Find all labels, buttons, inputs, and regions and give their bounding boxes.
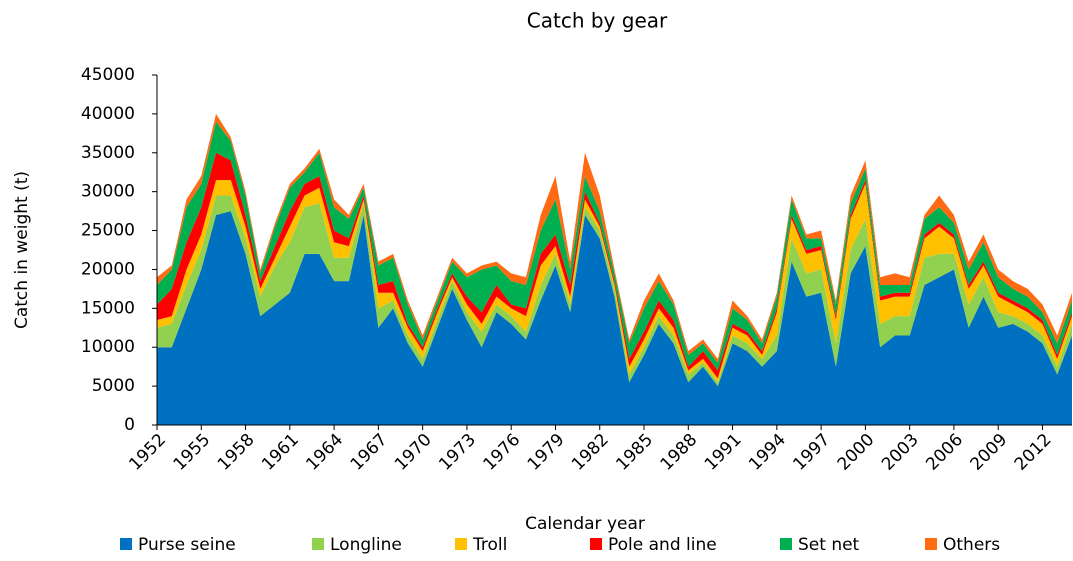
y-tick-label: 0 [124,415,135,435]
y-tick-label: 10000 [81,337,135,357]
legend-label: Set net [798,535,860,555]
x-tick-label: 2012 [1011,430,1056,475]
legend-swatch [780,538,792,550]
area [157,211,1072,425]
legend-label: Troll [472,535,507,555]
legend-swatch [925,538,937,550]
x-tick-label: 2006 [922,430,967,475]
legend-swatch [455,538,467,550]
y-tick-label: 30000 [81,182,135,202]
y-tick-label: 40000 [81,104,135,124]
y-tick-label: 45000 [81,65,135,85]
x-tick-label: 1967 [347,430,392,475]
chart-title: Catch by gear [527,9,668,33]
legend-label: Others [943,535,1000,555]
legend-label: Longline [330,535,402,555]
legend-swatch [590,538,602,550]
legend-swatch [120,538,132,550]
x-tick-label: 1979 [524,430,569,475]
y-tick-label: 25000 [81,221,135,241]
y-tick-label: 20000 [81,259,135,279]
area [157,195,1072,387]
x-tick-label: 1994 [745,430,790,475]
x-tick-label: 1985 [612,430,657,475]
x-tick-label: 2009 [967,430,1012,475]
x-tick-label: 1970 [391,430,436,475]
x-tick-label: 1964 [302,430,347,475]
x-tick-label: 1955 [170,430,215,475]
y-tick-label: 5000 [92,376,135,396]
x-tick-label: 1976 [480,430,525,475]
x-tick-label: 1952 [125,430,170,475]
x-tick-label: 1991 [701,430,746,475]
x-tick-label: 2003 [878,430,923,475]
legend-label: Pole and line [608,535,717,555]
x-tick-label: 2000 [834,430,879,475]
x-tick-label: 1973 [435,430,480,475]
legend-label: Purse seine [138,535,236,555]
legend-swatch [312,538,324,550]
y-tick-label: 15000 [81,298,135,318]
x-axis-label: Calendar year [525,514,645,534]
x-tick-label: 1958 [214,430,259,475]
x-tick-label: 1988 [657,430,702,475]
y-tick-label: 35000 [81,143,135,163]
x-tick-label: 1961 [258,430,303,475]
x-tick-label: 1997 [789,430,834,475]
x-tick-label: 1982 [568,430,613,475]
y-axis-label: Catch in weight (t) [12,171,32,329]
